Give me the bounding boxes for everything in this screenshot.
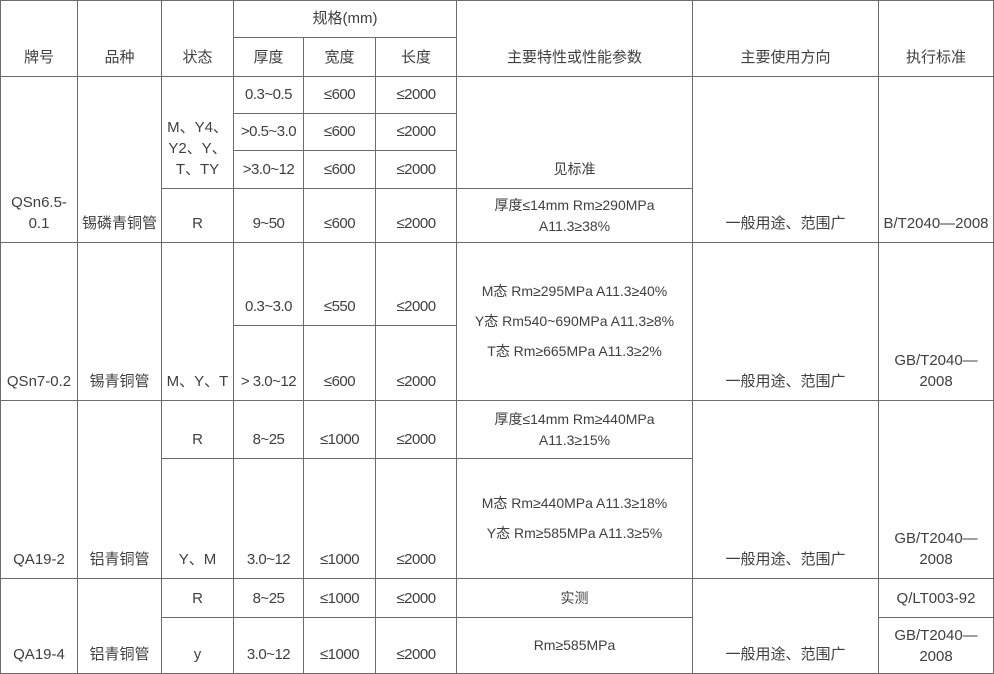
state-cell: M、Y4、Y2、Y、T、TY <box>161 76 234 189</box>
variety-cell: 铝青铜管 <box>77 578 162 674</box>
table-row: Y、M 3.0~12 ≤1000 ≤2000 M态 Rm≥440MPa A11.… <box>1 458 994 579</box>
state-cell: M、Y、T <box>161 242 234 401</box>
table-row: QA19-4 铝青铜管 R 8~25 ≤1000 ≤2000 实测 一般用途、范… <box>0 578 994 674</box>
length-cell: ≤2000 <box>375 242 457 326</box>
thickness-cell: >3.0~12 <box>233 150 304 189</box>
usage-cell: 一般用途、范围广 <box>692 400 879 579</box>
header-row-1: 牌号 品种 状态 规格(mm) 主要特性或性能参数 主要使用方向 执行标准 <box>0 0 994 77</box>
width-cell: ≤600 <box>303 188 376 243</box>
header-spec-group: 规格(mm) <box>233 0 457 38</box>
standard-cell: GB/T2040—2008 <box>878 617 994 674</box>
width-cell: ≤550 <box>303 242 376 326</box>
variety-cell: 锡磷青铜管 <box>77 76 162 243</box>
length-cell: ≤2000 <box>375 617 457 674</box>
grade-cell: QSn7-0.2 <box>0 242 78 401</box>
state-cell: y <box>161 617 234 674</box>
features-cell: M态 Rm≥440MPa A11.3≥18% Y态 Rm≥585MPa A11.… <box>456 458 693 579</box>
grade-cell: QA19-4 <box>0 578 78 674</box>
thickness-cell: 9~50 <box>233 188 304 243</box>
width-cell: ≤1000 <box>303 400 376 459</box>
thickness-cell: 8~25 <box>233 578 304 618</box>
header-variety: 品种 <box>77 0 162 77</box>
standard-cell: B/T2040—2008 <box>878 76 994 243</box>
header-state: 状态 <box>161 0 234 77</box>
width-cell: ≤1000 <box>303 458 376 579</box>
length-cell: ≤2000 <box>375 400 457 459</box>
features-cell: 实测 <box>456 578 693 618</box>
standard-cell: Q/LT003-92 <box>878 578 994 618</box>
header-row-2: 厚度 宽度 长度 <box>1 37 994 77</box>
length-cell: ≤2000 <box>375 150 457 189</box>
length-cell: ≤2000 <box>375 76 457 114</box>
width-cell: ≤1000 <box>303 617 376 674</box>
feature-line: M态 Rm≥295MPa A11.3≥40% <box>481 283 668 299</box>
features-cell: Rm≥585MPa <box>456 617 693 674</box>
header-usage: 主要使用方向 <box>692 0 879 77</box>
feature-line: Y态 Rm≥585MPa A11.3≥5% <box>486 525 663 541</box>
features-cell: 厚度≤14mm Rm≥440MPa A11.3≥15% <box>456 400 693 459</box>
thickness-cell: 3.0~12 <box>233 617 304 674</box>
state-cell: R <box>161 578 234 618</box>
usage-cell: 一般用途、范围广 <box>692 242 879 401</box>
length-cell: ≤2000 <box>375 188 457 243</box>
header-width: 宽度 <box>303 37 376 77</box>
length-cell: ≤2000 <box>375 325 457 401</box>
header-grade: 牌号 <box>0 0 78 77</box>
width-cell: ≤600 <box>303 113 376 151</box>
table-row: QSn7-0.2 锡青铜管 M、Y、T 0.3~3.0 ≤550 ≤2000 M… <box>0 242 994 401</box>
thickness-cell: 8~25 <box>233 400 304 459</box>
width-cell: ≤1000 <box>303 578 376 618</box>
standard-cell: GB/T2040—2008 <box>878 400 994 579</box>
table-row: QA19-2 铝青铜管 R 8~25 ≤1000 ≤2000 厚度≤14mm R… <box>0 400 994 579</box>
feature-line: T态 Rm≥665MPa A11.3≥2% <box>487 343 662 359</box>
state-cell: R <box>161 400 234 459</box>
width-cell: ≤600 <box>303 325 376 401</box>
grade-cell: QA19-2 <box>0 400 78 579</box>
length-cell: ≤2000 <box>375 458 457 579</box>
header-thickness: 厚度 <box>233 37 304 77</box>
features-cell: 见标准 <box>456 76 693 189</box>
thickness-cell: 0.3~0.5 <box>233 76 304 114</box>
state-cell: R <box>161 188 234 243</box>
header-length: 长度 <box>375 37 457 77</box>
thickness-cell: 3.0~12 <box>233 458 304 579</box>
feature-line: Y态 Rm540~690MPa A11.3≥8% <box>474 313 675 329</box>
table-row: > 3.0~12 ≤600 ≤2000 <box>1 325 994 401</box>
variety-cell: 铝青铜管 <box>77 400 162 579</box>
header-standard: 执行标准 <box>878 0 994 77</box>
table-row: R 9~50 ≤600 ≤2000 厚度≤14mm Rm≥290MPa A11.… <box>1 188 994 243</box>
thickness-cell: >0.5~3.0 <box>233 113 304 151</box>
header-features: 主要特性或性能参数 <box>456 0 693 77</box>
width-cell: ≤600 <box>303 76 376 114</box>
thickness-cell: 0.3~3.0 <box>233 242 304 326</box>
table-row: >0.5~3.0 ≤600 ≤2000 <box>1 113 994 151</box>
table-row: QSn6.5-0.1 锡磷青铜管 M、Y4、Y2、Y、T、TY 0.3~0.5 … <box>0 76 994 243</box>
thickness-cell: > 3.0~12 <box>233 325 304 401</box>
usage-cell: 一般用途、范围广 <box>692 578 879 674</box>
grade-cell: QSn6.5-0.1 <box>0 76 78 243</box>
features-cell: 厚度≤14mm Rm≥290MPa A11.3≥38% <box>456 188 693 243</box>
table-row: y 3.0~12 ≤1000 ≤2000 Rm≥585MPa GB/T2040—… <box>1 617 994 674</box>
state-cell: Y、M <box>161 458 234 579</box>
variety-cell: 锡青铜管 <box>77 242 162 401</box>
feature-line: M态 Rm≥440MPa A11.3≥18% <box>481 495 668 511</box>
length-cell: ≤2000 <box>375 113 457 151</box>
table-row: >3.0~12 ≤600 ≤2000 <box>1 150 994 189</box>
features-cell: M态 Rm≥295MPa A11.3≥40% Y态 Rm540~690MPa A… <box>456 242 693 401</box>
width-cell: ≤600 <box>303 150 376 189</box>
usage-cell: 一般用途、范围广 <box>692 76 879 243</box>
standard-cell: GB/T2040—2008 <box>878 242 994 401</box>
length-cell: ≤2000 <box>375 578 457 618</box>
